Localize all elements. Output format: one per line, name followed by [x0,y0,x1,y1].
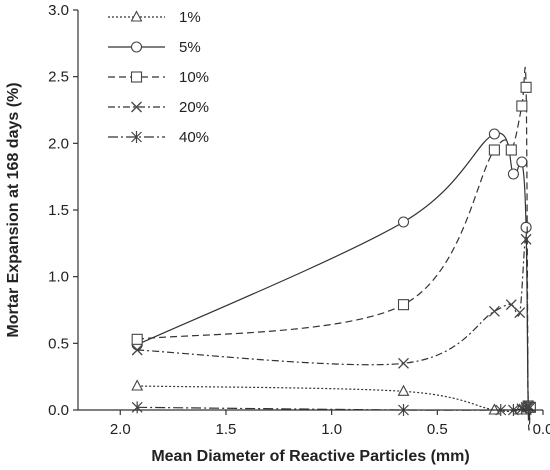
x-tick-label: 2.0 [110,421,131,438]
y-tick-label: 3.0 [48,2,69,19]
data-point [507,168,519,180]
series-line [137,385,531,412]
legend-label: 1% [179,9,201,26]
data-point [520,401,532,414]
series-line [137,66,531,431]
x-axis-ticks: 2.0 1.5 1.0 0.5 0.0 [110,410,550,438]
series-line [137,236,531,420]
x-tick-label: 0.5 [427,421,448,438]
legend-label: 20% [179,99,209,116]
data-point [397,299,410,311]
y-tick-label: 1.0 [48,269,69,286]
y-tick-label: 1.5 [48,202,69,219]
data-point [398,357,409,369]
legend-label: 5% [179,39,201,56]
x-tick-label: 0.0 [533,421,550,438]
data-point [516,156,528,168]
legend: 1% 5% 10% 20% 40% [108,9,209,146]
y-tick-label: 2.5 [48,69,69,86]
x-tick-label: 1.0 [321,421,342,438]
x-tick-label: 1.5 [216,421,237,438]
data-point [488,144,500,156]
legend-marker [130,10,143,22]
data-point [488,128,500,140]
legend-item: 40% [108,129,209,146]
legend-label: 40% [179,129,209,146]
plot-area: 2.0 1.5 1.0 0.5 0.0 0.0 0.5 1.0 1.5 2.0 2.5 3.0 [48,2,550,438]
legend-item: 20% [108,99,209,116]
data-point [488,305,500,317]
legend-item: 10% [108,69,209,86]
data-point [131,333,143,345]
data-point [520,233,532,245]
legend-item: 1% [108,9,201,26]
legend-marker [131,131,142,143]
data-point [397,216,410,228]
y-tick-label: 2.0 [48,135,69,152]
data-point [397,384,410,396]
data-point [131,344,143,356]
data-point [131,401,143,414]
data-point [522,401,534,414]
legend-marker [130,41,143,53]
data-point [516,402,528,415]
data-point [505,144,517,156]
y-axis-title: Mortar Expansion at 168 days (%) [5,82,22,337]
legend-marker [131,101,142,113]
legend-marker [130,71,143,83]
x-axis-title: Mean Diameter of Reactive Particles (mm) [151,448,469,465]
data-point [514,307,526,319]
data-point [516,100,528,112]
data-point [488,403,501,415]
data-point [520,221,532,233]
y-tick-label: 0.5 [48,335,69,352]
y-tick-label: 0.0 [48,402,69,419]
data-point [131,379,144,391]
y-axis-ticks: 0.0 0.5 1.0 1.5 2.0 2.5 3.0 [48,2,78,419]
data-point [520,81,532,93]
legend-label: 10% [179,69,209,86]
legend-item: 5% [108,39,201,56]
